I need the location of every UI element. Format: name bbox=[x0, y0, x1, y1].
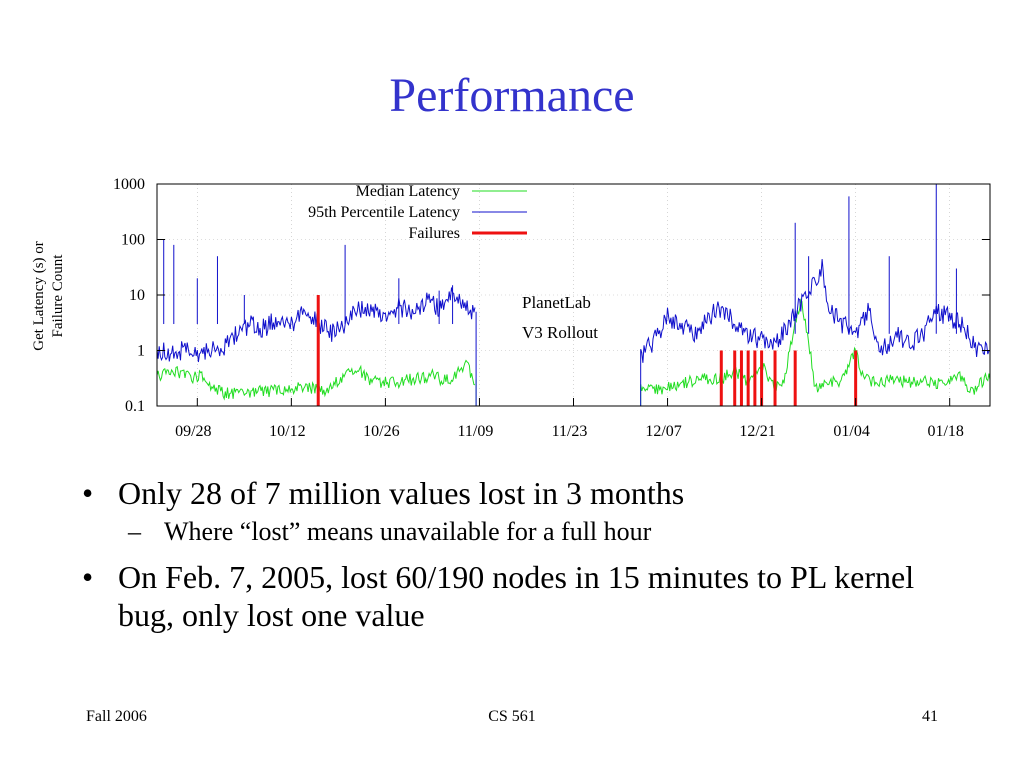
footer-right: 41 bbox=[922, 708, 938, 725]
y-tick-label: 0.1 bbox=[125, 398, 145, 415]
sub-bullet-dash: – bbox=[128, 517, 141, 546]
x-tick-label: 01/18 bbox=[927, 423, 963, 440]
chart-series bbox=[156, 184, 991, 406]
x-tick-label: 12/07 bbox=[645, 423, 681, 440]
bullet-list: • Only 28 of 7 million values lost in 3 … bbox=[78, 474, 978, 638]
x-tick-label: 12/21 bbox=[739, 423, 775, 440]
x-tick-label: 01/04 bbox=[833, 423, 869, 440]
x-tick-label: 11/23 bbox=[552, 423, 588, 440]
p95-latency-line bbox=[156, 259, 991, 406]
sub-bullet-text: Where “lost” means unavailable for a ful… bbox=[164, 517, 652, 546]
axis-ticks: 0.1 1 10 100 1000 09/28 10/12 10/26 11/09 11/23 12… bbox=[113, 176, 990, 440]
legend-label: Median Latency bbox=[356, 183, 460, 200]
annotation-line2: V3 Rollout bbox=[522, 323, 598, 342]
latency-chart: 0.1 1 10 100 1000 09/28 10/12 10/26 11/09 11/23 12… bbox=[31, 176, 991, 440]
legend-label: 95th Percentile Latency bbox=[308, 204, 460, 221]
y-axis-label-line1: Get Latency (s) or bbox=[31, 241, 47, 351]
y-axis-label-line2: Failure Count bbox=[50, 254, 66, 338]
y-tick-label: 10 bbox=[129, 287, 145, 304]
bullet-text: On Feb. 7, 2005, lost 60/190 nodes in 15… bbox=[118, 559, 915, 633]
annotation-line1: PlanetLab bbox=[522, 293, 591, 312]
slide-title: Performance bbox=[389, 69, 635, 122]
sub-bullet-item: – Where “lost” means unavailable for a f… bbox=[78, 516, 978, 548]
y-tick-label: 100 bbox=[121, 232, 145, 249]
y-tick-label: 1000 bbox=[113, 176, 145, 193]
x-tick-label: 09/28 bbox=[175, 423, 211, 440]
bullet-dot: • bbox=[82, 475, 94, 511]
bullet-dot: • bbox=[82, 559, 94, 595]
chart-legend: Median Latency 95th Percentile Latency Fai… bbox=[308, 183, 527, 242]
x-tick-label: 11/09 bbox=[458, 423, 494, 440]
bullet-item: • On Feb. 7, 2005, lost 60/190 nodes in … bbox=[78, 558, 978, 634]
bullet-item: • Only 28 of 7 million values lost in 3 … bbox=[78, 474, 978, 512]
y-tick-label: 1 bbox=[137, 343, 145, 360]
footer-center: CS 561 bbox=[488, 708, 536, 725]
legend-label: Failures bbox=[408, 225, 460, 242]
bullet-text: Only 28 of 7 million values lost in 3 mo… bbox=[118, 475, 685, 511]
x-tick-label: 10/12 bbox=[269, 423, 305, 440]
x-tick-label: 10/26 bbox=[363, 423, 399, 440]
footer-left: Fall 2006 bbox=[86, 708, 147, 725]
